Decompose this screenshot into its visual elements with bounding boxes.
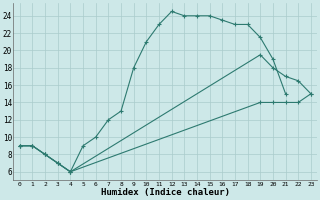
X-axis label: Humidex (Indice chaleur): Humidex (Indice chaleur) (101, 188, 230, 197)
